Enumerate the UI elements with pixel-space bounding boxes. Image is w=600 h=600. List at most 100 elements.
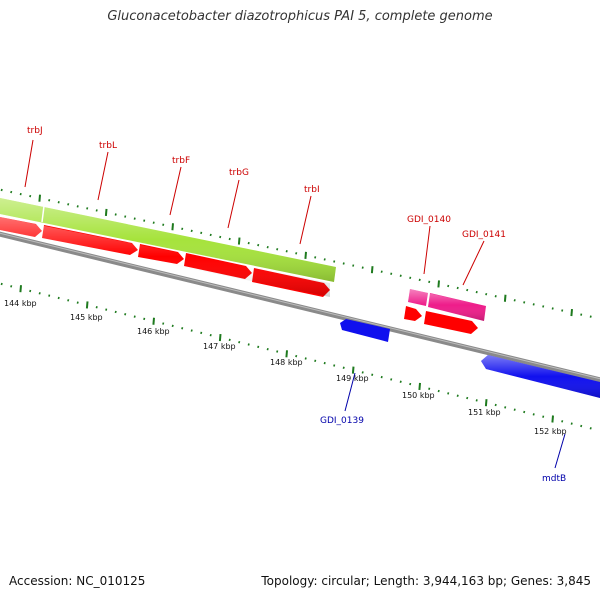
label-trbG: trbG	[229, 168, 249, 178]
major-tick	[152, 317, 155, 325]
genome-summary-text: Topology: circular; Length: 3,944,163 bp…	[261, 574, 591, 588]
minor-tick	[143, 317, 146, 321]
minor-tick	[342, 262, 345, 265]
major-tick	[85, 301, 89, 309]
minor-tick	[152, 221, 155, 224]
minor-tick	[276, 350, 279, 353]
minor-tick	[437, 389, 440, 393]
minor-tick	[494, 294, 497, 298]
minor-tick	[418, 278, 421, 282]
minor-tick	[542, 305, 545, 308]
forward-genes	[0, 216, 478, 334]
gene-GDI_0141-lower[interactable]	[424, 311, 478, 334]
minor-tick	[447, 392, 450, 395]
minor-tick	[124, 313, 127, 316]
major-tick	[437, 280, 440, 288]
minor-tick	[551, 307, 554, 310]
label-GDI_0139: GDI_0139	[320, 416, 364, 426]
major-tick	[570, 308, 573, 317]
scale-label: 145 kbp	[70, 313, 103, 322]
minor-tick	[67, 299, 70, 302]
minor-tick	[247, 343, 250, 346]
major-tick	[104, 208, 108, 217]
minor-tick	[380, 375, 383, 379]
genome-backbone-highlight	[0, 232, 600, 380]
minor-tick	[466, 288, 469, 292]
minor-tick	[276, 248, 279, 251]
minor-tick	[466, 396, 469, 400]
minor-tick	[447, 284, 450, 288]
minor-tick	[333, 364, 336, 367]
minor-tick	[323, 361, 326, 365]
accession-text: Accession: NC_010125	[9, 574, 146, 588]
minor-tick	[10, 285, 13, 288]
minor-tick	[399, 274, 402, 278]
gene-shade	[0, 217, 330, 297]
minor-tick	[314, 256, 317, 259]
minor-tick	[247, 241, 250, 245]
minor-tick	[238, 340, 241, 344]
minor-tick	[95, 209, 98, 212]
major-tick	[237, 237, 241, 245]
minor-tick	[399, 380, 402, 383]
genome-backbone	[0, 231, 600, 383]
scale-label: 147 kbp	[203, 342, 236, 351]
minor-tick	[532, 413, 535, 416]
gene-GDI_0139[interactable]	[340, 319, 390, 342]
minor-tick	[542, 415, 545, 418]
minor-tick	[76, 301, 79, 304]
lower-tick-row	[0, 282, 592, 430]
minor-tick	[342, 366, 345, 370]
major-tick	[503, 294, 507, 302]
minor-tick	[504, 406, 507, 409]
gene-GDI_0140-lower[interactable]	[404, 306, 422, 321]
major-tick	[418, 382, 421, 390]
major-tick	[285, 350, 288, 358]
minor-tick	[304, 357, 307, 360]
major-tick	[19, 285, 22, 293]
minor-tick	[57, 296, 60, 300]
major-tick	[38, 194, 41, 202]
major-tick	[351, 366, 355, 374]
minor-tick	[390, 378, 393, 381]
minor-tick	[523, 301, 526, 304]
scale-label: 146 kbp	[137, 327, 170, 336]
minor-tick	[57, 201, 60, 204]
minor-tick	[0, 188, 3, 192]
minor-tick	[561, 420, 564, 423]
major-tick	[171, 223, 174, 231]
minor-tick	[114, 310, 117, 314]
minor-tick	[390, 272, 393, 275]
minor-tick	[428, 280, 431, 284]
minor-tick	[361, 266, 364, 269]
minor-tick	[589, 315, 592, 318]
minor-tick	[10, 190, 13, 194]
minor-tick	[409, 382, 412, 386]
minor-tick	[19, 192, 22, 196]
label-GDI_0141: GDI_0141	[462, 230, 506, 240]
minor-tick	[570, 422, 573, 425]
minor-tick	[143, 219, 146, 222]
minor-tick	[475, 399, 478, 402]
minor-tick	[456, 286, 459, 290]
scale-label: 152 kbp	[534, 427, 567, 436]
minor-tick	[257, 345, 260, 349]
minor-tick	[76, 205, 79, 208]
minor-tick	[333, 260, 336, 263]
leader-lines	[24, 139, 566, 469]
minor-tick	[133, 315, 136, 318]
operon-divider	[41, 205, 45, 223]
minor-tick	[114, 213, 117, 216]
minor-tick	[171, 324, 174, 328]
minor-tick	[29, 194, 32, 198]
minor-tick	[200, 331, 203, 335]
major-tick	[218, 333, 222, 342]
minor-tick	[295, 354, 298, 358]
minor-tick	[523, 410, 526, 414]
major-tick	[551, 415, 554, 423]
scale-label: 149 kbp	[336, 374, 369, 383]
minor-tick	[86, 207, 89, 210]
blue-shade	[481, 355, 600, 398]
label-GDI_0140: GDI_0140	[407, 215, 451, 225]
scale-labels: 144 kbp 145 kbp 146 kbp 147 kbp 148 kbp …	[4, 299, 567, 436]
